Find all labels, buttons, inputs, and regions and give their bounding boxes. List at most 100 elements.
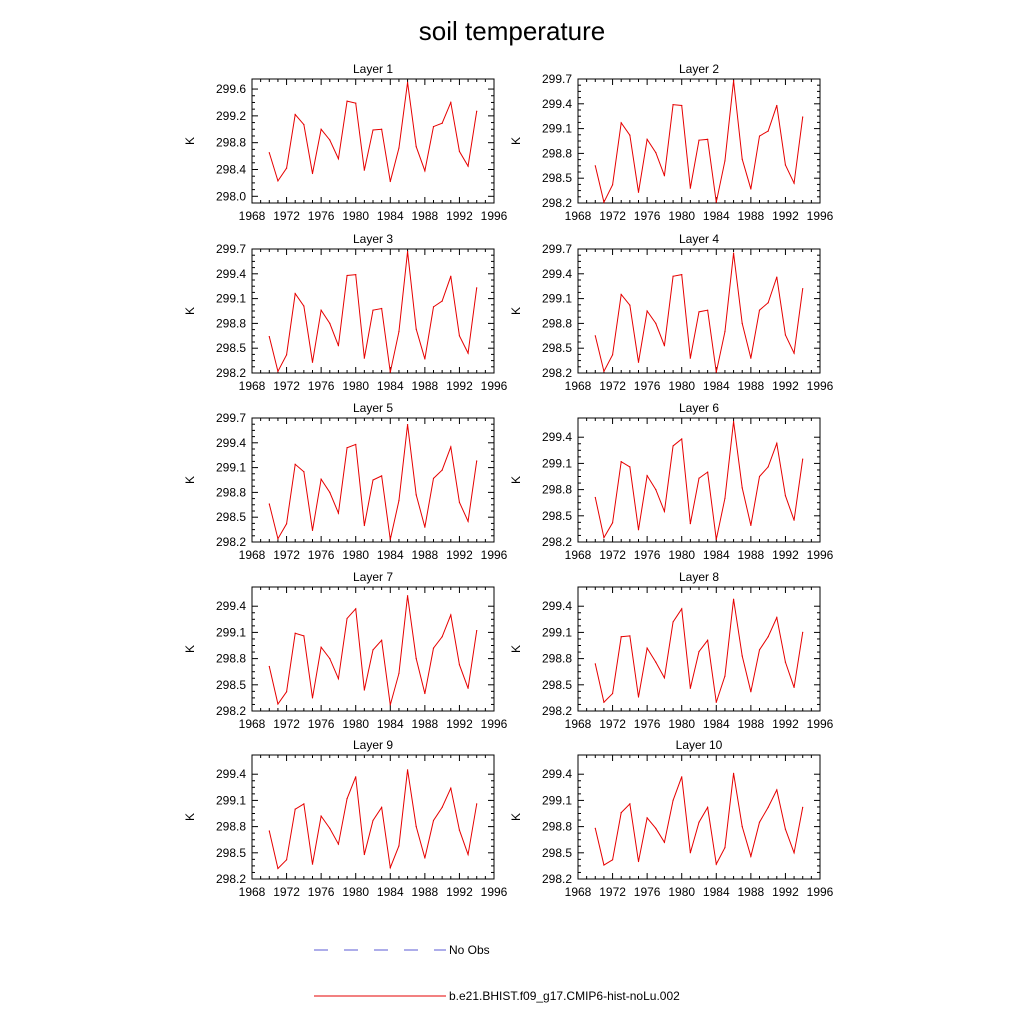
y-tick-label: 299.4 bbox=[542, 599, 572, 613]
data-point bbox=[458, 150, 461, 152]
data-point bbox=[620, 812, 622, 814]
y-tick-label: 298.5 bbox=[216, 678, 246, 692]
x-tick-label: 1984 bbox=[703, 548, 730, 562]
data-point bbox=[698, 651, 700, 653]
chart-title: soil temperature bbox=[419, 16, 605, 46]
x-tick-label: 1992 bbox=[772, 379, 799, 393]
y-tick-label: 298.8 bbox=[216, 652, 246, 666]
x-tick-label: 1984 bbox=[703, 379, 730, 393]
data-point bbox=[363, 524, 365, 527]
data-point bbox=[467, 165, 469, 167]
x-tick-label: 1972 bbox=[273, 717, 300, 731]
data-point bbox=[732, 598, 735, 600]
data-point bbox=[329, 491, 331, 493]
y-tick-label: 299.4 bbox=[216, 436, 246, 450]
data-point bbox=[594, 165, 596, 167]
x-tick-label: 1968 bbox=[565, 885, 592, 899]
data-point bbox=[732, 772, 735, 774]
legend: No Obs b.e21.BHIST.f09_g17.CMIP6-hist-noL… bbox=[314, 943, 680, 1003]
data-point bbox=[776, 442, 778, 444]
data-point bbox=[655, 661, 657, 663]
data-point bbox=[802, 631, 804, 634]
data-point bbox=[698, 821, 700, 823]
data-point bbox=[629, 803, 631, 805]
data-point bbox=[441, 806, 443, 808]
data-point bbox=[303, 635, 305, 637]
data-point bbox=[424, 526, 426, 528]
data-point bbox=[355, 776, 357, 778]
data-point bbox=[637, 191, 640, 193]
data-point bbox=[603, 201, 605, 203]
x-tick-label: 1980 bbox=[342, 717, 369, 731]
x-tick-label: 1992 bbox=[446, 717, 473, 731]
y-tick-label: 299.4 bbox=[542, 430, 572, 444]
y-tick-label: 298.2 bbox=[542, 196, 572, 210]
panel-7: Layer 7 1968 1972 1976 1980 1984 1988 1992 1996 2… bbox=[183, 570, 508, 731]
legend-entry: No Obs bbox=[314, 943, 490, 957]
data-point bbox=[381, 806, 383, 808]
data-point bbox=[689, 523, 691, 525]
data-point bbox=[346, 100, 348, 102]
data-point bbox=[303, 305, 305, 307]
x-tick-label: 1976 bbox=[634, 717, 661, 731]
x-tick-label: 1968 bbox=[239, 379, 266, 393]
panel-9: Layer 9 1968 1972 1976 1980 1984 1988 1992 1996 2… bbox=[183, 738, 508, 899]
data-point bbox=[750, 357, 752, 359]
y-tick-label: 298.2 bbox=[542, 535, 572, 549]
data-point bbox=[698, 311, 700, 313]
data-point bbox=[424, 692, 426, 695]
data-point bbox=[372, 309, 374, 311]
x-tick-label: 1996 bbox=[481, 209, 508, 223]
data-point bbox=[311, 529, 314, 532]
data-point bbox=[277, 370, 279, 372]
x-tick-label: 1972 bbox=[599, 548, 626, 562]
y-tick-label: 299.6 bbox=[216, 82, 246, 96]
data-point bbox=[681, 274, 683, 276]
x-tick-label: 1980 bbox=[668, 885, 695, 899]
y-tick-label: 298.2 bbox=[216, 366, 246, 380]
data-point bbox=[424, 170, 426, 172]
data-point bbox=[337, 843, 340, 845]
y-tick-label: 299.1 bbox=[216, 461, 246, 475]
data-point bbox=[758, 475, 761, 478]
data-point bbox=[268, 830, 270, 832]
data-point bbox=[758, 135, 761, 137]
data-point bbox=[724, 331, 726, 333]
data-point bbox=[646, 817, 648, 819]
data-point bbox=[268, 152, 270, 154]
x-tick-label: 1984 bbox=[377, 379, 404, 393]
y-tick-label: 299.1 bbox=[216, 625, 246, 639]
x-tick-label: 1976 bbox=[308, 717, 335, 731]
x-tick-label: 1996 bbox=[481, 379, 508, 393]
x-tick-label: 1988 bbox=[412, 717, 439, 731]
data-point bbox=[363, 357, 365, 359]
x-tick-label: 1976 bbox=[308, 885, 335, 899]
data-point bbox=[758, 649, 761, 651]
y-tick-label: 299.7 bbox=[542, 72, 572, 86]
data-point bbox=[389, 180, 391, 183]
y-tick-label: 298.2 bbox=[216, 535, 246, 549]
data-point bbox=[784, 495, 787, 497]
x-tick-label: 1972 bbox=[273, 548, 300, 562]
data-point bbox=[663, 345, 666, 347]
y-tick-label: 299.2 bbox=[216, 109, 246, 123]
x-tick-label: 1968 bbox=[239, 885, 266, 899]
x-tick-label: 1996 bbox=[807, 548, 834, 562]
data-point bbox=[432, 819, 435, 822]
y-tick-label: 299.1 bbox=[542, 122, 572, 136]
y-tick-label: 299.1 bbox=[216, 793, 246, 807]
data-point bbox=[603, 370, 605, 372]
data-point bbox=[603, 701, 605, 703]
data-point bbox=[415, 658, 417, 660]
data-point bbox=[441, 300, 443, 302]
data-point bbox=[285, 859, 288, 861]
panel-title: Layer 6 bbox=[679, 401, 719, 415]
data-point bbox=[389, 371, 391, 373]
data-point bbox=[663, 841, 666, 843]
x-tick-label: 1968 bbox=[239, 548, 266, 562]
legend-entry: b.e21.BHIST.f09_g17.CMIP6-hist-noLu.002 bbox=[314, 989, 680, 1003]
data-point bbox=[398, 500, 400, 502]
data-point bbox=[707, 309, 709, 311]
data-point bbox=[646, 138, 648, 140]
y-tick-label: 298.8 bbox=[216, 316, 246, 330]
